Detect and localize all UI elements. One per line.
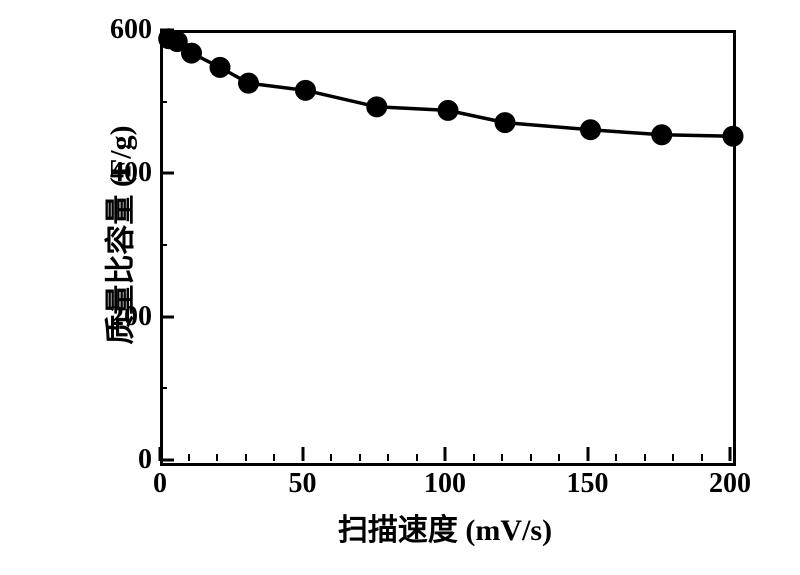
plot-area: [160, 30, 736, 466]
series-marker: [495, 113, 515, 133]
series-marker: [210, 57, 230, 77]
x-tick-minor: [330, 454, 332, 461]
x-tick-label: 200: [709, 468, 751, 500]
y-tick-major: [160, 459, 174, 462]
x-tick-label: 50: [289, 468, 317, 500]
y-tick-label: 0: [62, 444, 152, 476]
data-series: [163, 33, 733, 463]
series-marker: [581, 120, 601, 140]
x-tick-major: [301, 447, 304, 461]
x-tick-minor: [473, 454, 475, 461]
x-tick-minor: [188, 454, 190, 461]
series-marker: [438, 100, 458, 120]
x-tick-major: [586, 447, 589, 461]
y-tick-major: [160, 315, 174, 318]
y-tick-minor: [160, 101, 167, 103]
y-tick-label: 200: [62, 301, 152, 333]
x-tick-label: 150: [567, 468, 609, 500]
x-tick-minor: [245, 454, 247, 461]
series-marker: [723, 126, 743, 146]
y-tick-label: 600: [62, 14, 152, 46]
x-tick-minor: [416, 454, 418, 461]
series-marker: [367, 97, 387, 117]
x-tick-minor: [672, 454, 674, 461]
x-tick-minor: [387, 454, 389, 461]
y-tick-label: 400: [62, 157, 152, 189]
x-tick-minor: [273, 454, 275, 461]
x-tick-major: [159, 447, 162, 461]
series-marker: [182, 43, 202, 63]
x-tick-major: [444, 447, 447, 461]
x-tick-label: 100: [424, 468, 466, 500]
x-tick-label: 0: [153, 468, 167, 500]
x-tick-minor: [701, 454, 703, 461]
series-marker: [652, 125, 672, 145]
chart-container: 质量比容量 (F/g) 扫描速度 (mV/s) 0200400600050100…: [40, 20, 760, 550]
y-tick-minor: [160, 244, 167, 246]
y-tick-major: [160, 172, 174, 175]
x-tick-minor: [558, 454, 560, 461]
x-tick-minor: [216, 454, 218, 461]
x-tick-minor: [501, 454, 503, 461]
x-tick-minor: [530, 454, 532, 461]
x-tick-major: [729, 447, 732, 461]
x-axis-label: 扫描速度 (mV/s): [338, 505, 552, 549]
x-tick-minor: [615, 454, 617, 461]
x-tick-minor: [644, 454, 646, 461]
series-marker: [296, 80, 316, 100]
x-tick-minor: [359, 454, 361, 461]
y-tick-minor: [160, 387, 167, 389]
series-marker: [239, 73, 259, 93]
y-tick-major: [160, 29, 174, 32]
